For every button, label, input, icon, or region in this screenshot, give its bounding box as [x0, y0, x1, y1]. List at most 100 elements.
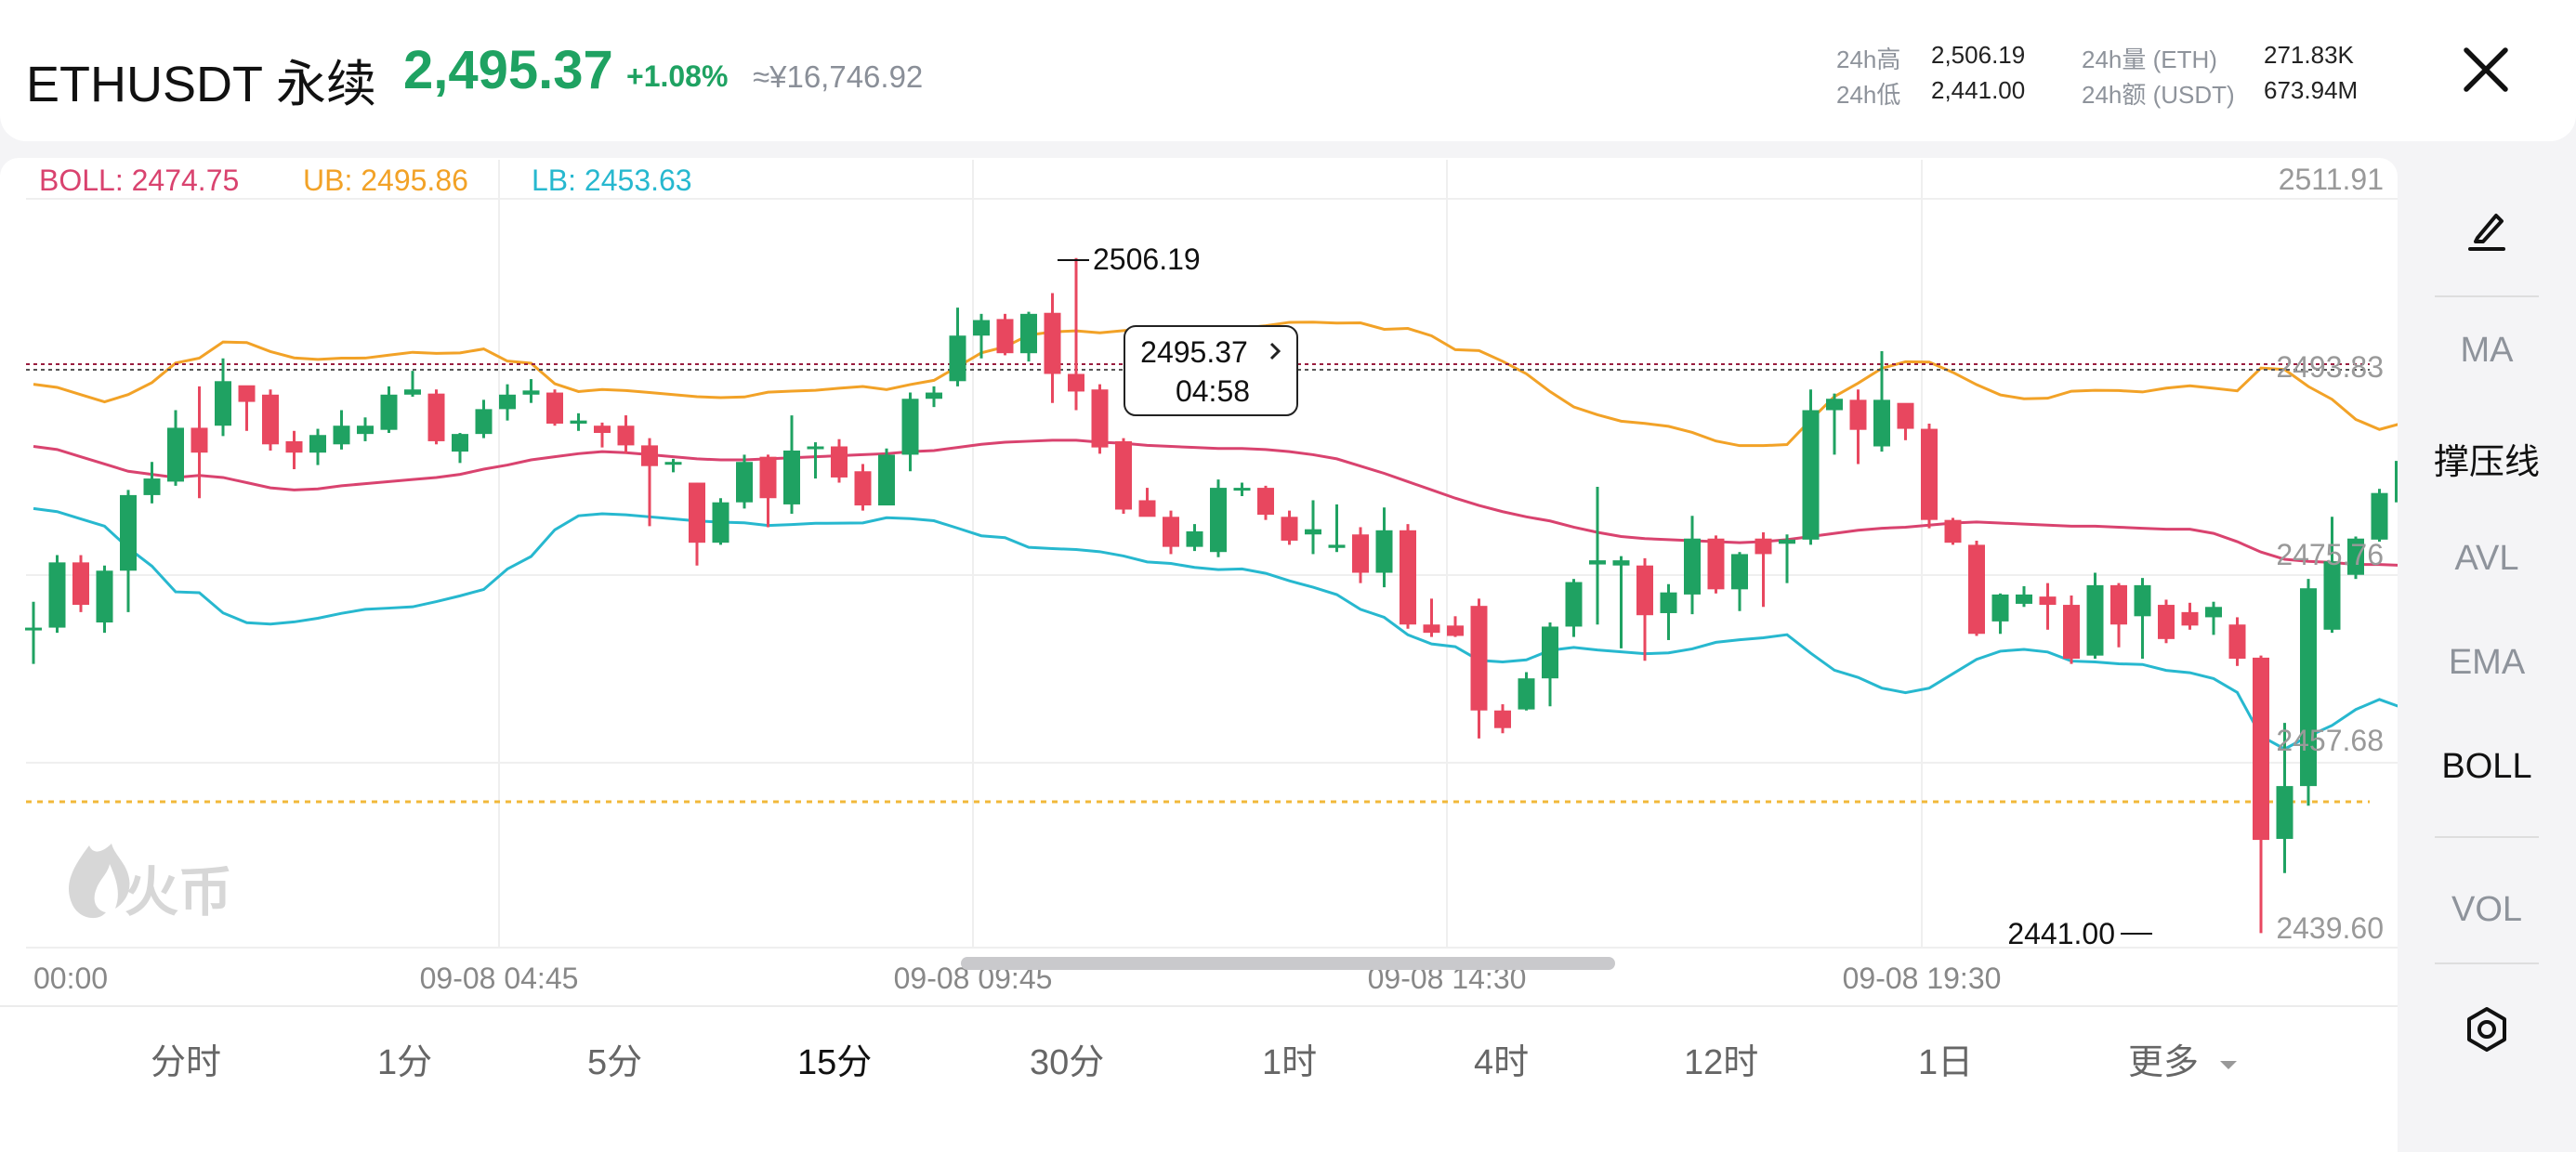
candle-body [1470, 606, 1488, 711]
candle [1565, 579, 1583, 637]
candle [72, 555, 89, 612]
candle [2323, 517, 2341, 634]
candle [333, 410, 350, 450]
interval-tab-1m[interactable]: 1分 [377, 1043, 433, 1082]
candle [1257, 485, 1274, 520]
candle [2063, 596, 2080, 664]
interval-tab-12h[interactable]: 12时 [1684, 1043, 1759, 1082]
candle [570, 412, 587, 431]
stat-value-24h-turnover: 673.94M [2264, 76, 2359, 104]
candle-body [664, 462, 682, 465]
candle-body [2323, 561, 2341, 630]
candle-body [120, 494, 137, 571]
candle-body [1400, 530, 1416, 625]
candle-body [617, 425, 635, 446]
candlestick-chart[interactable]: 火币 2511.91 2493.83 2475.76 2457.68 2439.… [0, 158, 2398, 1005]
candle-body [1186, 530, 1203, 547]
kline-chart-panel[interactable]: BOLL: 2474.75 UB: 2495.86 LB: 2453.63 火币 [0, 158, 2398, 1152]
candle [25, 601, 42, 664]
candle-body [1352, 534, 1369, 573]
candle [1826, 393, 1843, 455]
candle-body [475, 409, 493, 435]
candle-body [1044, 312, 1061, 374]
candle-body [452, 434, 468, 452]
candle [309, 428, 326, 465]
chart-settings-button[interactable] [2459, 1001, 2515, 1057]
indicator-vol[interactable]: VOL [2451, 890, 2523, 929]
candle-body [1375, 530, 1393, 573]
candle [1138, 488, 1156, 517]
indicator-avl[interactable]: AVL [2454, 539, 2519, 578]
interval-tab-timeline[interactable]: 分时 [151, 1043, 222, 1082]
candle-body [1091, 389, 1109, 448]
candle [2134, 578, 2151, 660]
interval-tab-30m[interactable]: 30分 [1030, 1043, 1105, 1082]
candle [143, 462, 161, 504]
legend-boll: BOLL: 2474.75 [39, 164, 240, 197]
draw-tool-button[interactable] [2459, 199, 2515, 255]
candle [167, 410, 184, 486]
candle-body [854, 471, 872, 506]
candle [1542, 622, 1558, 707]
candle-body [1115, 440, 1132, 510]
candle-body [1565, 582, 1583, 627]
candle [380, 386, 398, 434]
candle-body [1921, 428, 1938, 520]
high-price-label: 2506.19 [1093, 242, 1201, 276]
candle [1210, 479, 1227, 557]
candle [191, 386, 208, 499]
candle-body [1494, 710, 1511, 728]
close-button[interactable] [2453, 37, 2518, 102]
candle-body [641, 445, 658, 466]
candle [2158, 599, 2175, 644]
candle [1612, 556, 1630, 648]
candle [1991, 593, 2009, 635]
candle-body [996, 319, 1014, 354]
interval-tab-4h[interactable]: 4时 [1474, 1043, 1530, 1082]
candle [1044, 293, 1061, 403]
stat-value-24h-volume: 271.83K [2264, 41, 2354, 69]
candle [973, 313, 990, 359]
interval-tab-1h[interactable]: 1时 [1262, 1043, 1318, 1082]
settings-icon [2467, 1007, 2506, 1052]
candle-body [1684, 538, 1701, 595]
interval-tab-more[interactable]: 更多 [2128, 1033, 2241, 1084]
high-marker: 2506.19 [1058, 242, 1201, 276]
candle [262, 389, 279, 451]
indicator-support-resistance[interactable]: 撑压线 [2433, 443, 2540, 482]
candle-body [1755, 538, 1772, 555]
candle [1068, 257, 1084, 411]
candle-body [1636, 565, 1653, 616]
interval-tab-1d[interactable]: 1日 [1918, 1043, 1974, 1082]
indicator-ma[interactable]: MA [2460, 331, 2514, 370]
price-label: 2457.68 [2276, 724, 2384, 757]
stat-label-24h-high: 24h高 [1836, 46, 1901, 73]
candle [1470, 598, 1488, 739]
interval-tab-15m[interactable]: 15分 [797, 1043, 873, 1082]
candle-body [1968, 544, 1985, 635]
candle-body [1802, 410, 1820, 540]
more-label: 更多 [2128, 1043, 2200, 1082]
candle [1636, 557, 1653, 661]
candle-body [2016, 594, 2032, 604]
symbol-title[interactable]: ETHUSDT 永续 [26, 57, 377, 112]
low-marker: 2441.00 [2007, 917, 2152, 950]
current-price-tag[interactable]: 2495.37 04:58 [1124, 325, 1298, 416]
candle [807, 442, 824, 479]
indicator-ema[interactable]: EMA [2448, 643, 2526, 682]
candle-body [831, 446, 848, 478]
candle [1163, 510, 1179, 555]
interval-bar: 分时 1分 5分 15分 30分 1时 4时 12时 1日 更多 [0, 1005, 2398, 1094]
candle [712, 498, 729, 545]
indicator-boll[interactable]: BOLL [2441, 747, 2532, 786]
last-price: 2,495.37 [403, 40, 613, 100]
candle [1423, 598, 1440, 637]
candle [1755, 532, 1772, 608]
interval-tab-5m[interactable]: 5分 [587, 1043, 643, 1082]
candle [2300, 579, 2317, 806]
candle-body [926, 392, 942, 399]
candle-body [712, 502, 729, 543]
candle [664, 458, 682, 473]
candle-body [546, 392, 563, 424]
